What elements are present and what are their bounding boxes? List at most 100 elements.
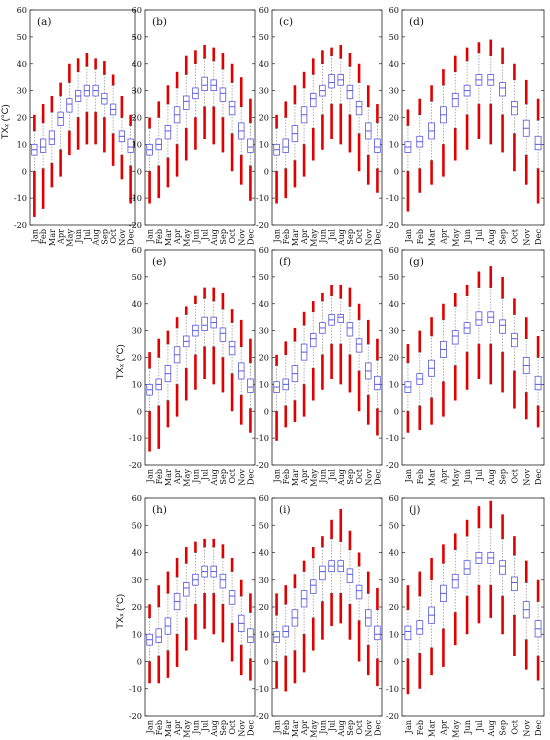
- x-tick-label: Aug: [486, 720, 496, 737]
- y-tick-label: -20: [386, 220, 399, 230]
- y-tick-label: 10: [17, 139, 27, 149]
- x-tick-label: Mar: [427, 469, 437, 486]
- box: [48, 130, 55, 145]
- panel-label: (j): [409, 504, 420, 516]
- x-tick-label: Feb: [154, 229, 164, 244]
- y-tick-label: 30: [132, 326, 142, 336]
- panel-b: -20 -10 0 10 20 30 40 50 60 (b) Jan Feb Mar Apr May Jun…: [129, 5, 256, 247]
- y-tick-label: 60: [389, 5, 399, 15]
- y-tick-label: 50: [132, 520, 142, 530]
- panel-label: (b): [152, 16, 167, 28]
- y-tick-label: 10: [389, 139, 399, 149]
- x-tick-label: Jun: [317, 468, 327, 484]
- x-tick-label: Oct: [108, 228, 118, 243]
- x-tick-label: Mar: [290, 720, 300, 737]
- x-tick-label: Jan: [272, 228, 282, 243]
- x-tick-label: Aug: [486, 229, 496, 246]
- y-axis-label: TXₓ (°C): [115, 594, 126, 629]
- box: [346, 568, 354, 583]
- x-tick-label: Sep: [218, 720, 228, 736]
- y-tick-label: 10: [132, 139, 142, 149]
- x-tick-label: Nov: [236, 720, 246, 737]
- x-tick-label: Jul: [200, 229, 210, 242]
- x-tick-label: Jul: [82, 229, 92, 242]
- x-tick-label: Oct: [509, 468, 519, 483]
- box: [127, 138, 134, 153]
- y-tick-label: 50: [132, 32, 142, 42]
- x-tick-label: Nov: [236, 469, 246, 486]
- x-tick-label: Mar: [427, 229, 437, 246]
- y-tick-label: 30: [389, 575, 399, 585]
- x-tick-label: May: [450, 720, 460, 738]
- panel-j: -20 -10 0 10 20 30 40 50 60 (j) Jan Feb Mar Apr May Jun…: [386, 493, 545, 738]
- box: [404, 625, 412, 641]
- x-tick-label: Jun: [190, 468, 200, 484]
- y-tick-label: 20: [389, 602, 399, 612]
- x-tick-label: May: [181, 469, 191, 487]
- y-tick-label: 60: [132, 493, 142, 503]
- box: [228, 340, 236, 356]
- y-tick-label: 40: [259, 299, 269, 309]
- x-tick-label: Jan: [403, 468, 413, 483]
- x-tick-label: Jun: [190, 719, 200, 735]
- box: [374, 375, 381, 391]
- y-tick-label: 40: [132, 59, 142, 69]
- x-tick-label: Mar: [163, 469, 173, 486]
- y-tick-label: 30: [132, 575, 142, 585]
- x-tick-label: Feb: [154, 720, 164, 735]
- y-tick-label: -20: [386, 711, 399, 721]
- x-tick-label: Oct: [227, 228, 237, 243]
- x-tick-label: Oct: [509, 719, 519, 734]
- x-tick-label: Oct: [354, 719, 364, 734]
- box: [310, 579, 317, 594]
- box: [66, 98, 73, 113]
- y-tick-label: 0: [137, 166, 142, 176]
- panel-d: -20 -10 0 10 20 30 40 50 60 (d) Jan Feb Mar Apr May Jun…: [386, 5, 545, 247]
- y-tick-label: 0: [137, 406, 142, 416]
- x-tick-label: Jun: [462, 719, 472, 735]
- x-tick-label: Nov: [363, 469, 373, 486]
- plot-frame: [144, 9, 256, 226]
- x-tick-label: Dec: [372, 469, 382, 485]
- box: [463, 560, 471, 575]
- panel-c: -20 -10 0 10 20 30 40 50 60 (c) Jan Feb Mar Apr May Jun…: [256, 5, 383, 247]
- x-tick-label: Nov: [521, 469, 531, 486]
- x-tick-label: May: [64, 229, 74, 247]
- box: [374, 138, 381, 153]
- x-tick-label: Apr: [438, 720, 448, 736]
- box: [219, 573, 227, 589]
- x-tick-label: Nov: [363, 229, 373, 246]
- x-tick-label: Jan: [403, 228, 413, 243]
- panel-i: -20 -10 0 10 20 30 40 50 60 (i) Jan Feb Mar Apr May Jun…: [256, 493, 383, 738]
- y-tick-label: 10: [259, 379, 269, 389]
- x-tick-label: Apr: [438, 229, 448, 245]
- y-tick-label: 10: [132, 629, 142, 639]
- box: [247, 138, 254, 153]
- y-tick-label: 40: [389, 59, 399, 69]
- x-tick-label: Dec: [126, 229, 136, 245]
- panel-label: (d): [409, 16, 424, 28]
- box: [337, 314, 344, 323]
- y-tick-label: -20: [386, 460, 399, 470]
- x-tick-label: Jun: [190, 228, 200, 244]
- x-tick-label: Dec: [372, 720, 382, 736]
- panel-label: (i): [279, 504, 291, 516]
- y-tick-label: 0: [264, 657, 269, 667]
- box: [346, 322, 354, 337]
- y-tick-label: 30: [132, 86, 142, 96]
- x-tick-label: Aug: [209, 229, 219, 246]
- y-axis-label: TXₓ (°C): [115, 344, 126, 379]
- x-tick-label: Nov: [521, 720, 531, 737]
- y-tick-label: 50: [259, 272, 269, 282]
- box: [511, 576, 518, 592]
- x-tick-label: Sep: [218, 229, 228, 245]
- x-tick-label: May: [450, 469, 460, 487]
- y-tick-label: 50: [259, 32, 269, 42]
- panel-label: (e): [152, 256, 166, 268]
- x-tick-label: Sep: [99, 229, 109, 245]
- y-tick-label: 20: [259, 602, 269, 612]
- panel-label: (h): [152, 504, 167, 516]
- x-tick-label: Apr: [438, 469, 448, 485]
- y-tick-label: 0: [394, 406, 399, 416]
- x-tick-label: May: [181, 229, 191, 247]
